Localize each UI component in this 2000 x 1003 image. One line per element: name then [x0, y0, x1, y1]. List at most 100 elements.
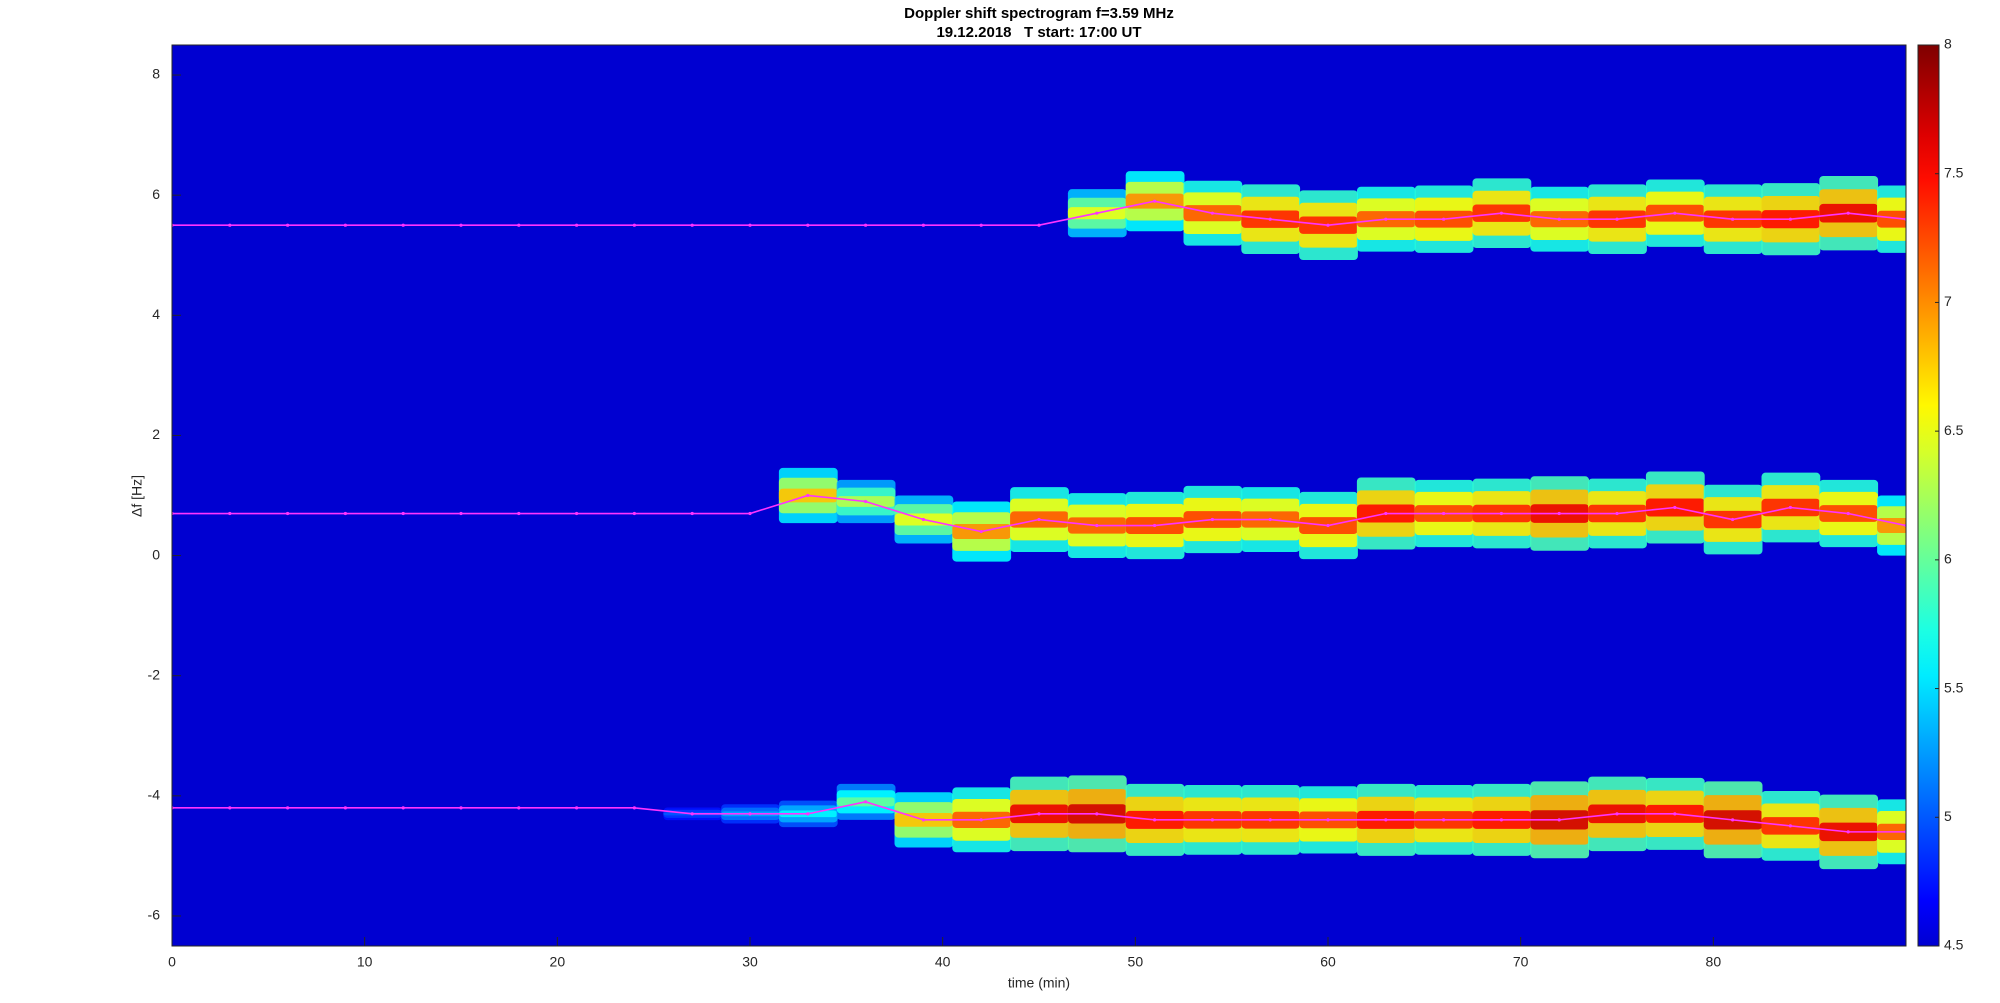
trace-point: [575, 511, 579, 516]
trace-point: [1153, 818, 1157, 822]
trace-point: [864, 223, 868, 227]
plot-area: [172, 171, 1906, 870]
trace-point: [228, 806, 232, 810]
colorbar-tick-label: 5.5: [1944, 679, 1964, 695]
chart-subtitle: 19.12.2018 T start: 17:00 UT: [936, 24, 1141, 41]
trace-point: [286, 806, 290, 810]
trace-point: [1731, 217, 1735, 221]
colorbar-tick-label: 8: [1944, 36, 1952, 52]
trace-point: [806, 493, 810, 498]
trace-point: [343, 806, 347, 810]
trace-point: [1846, 830, 1850, 834]
trace-point: [979, 529, 983, 534]
colorbar-tick-label: 7: [1944, 293, 1952, 309]
trace-point: [690, 812, 694, 816]
trace-point: [401, 806, 405, 810]
y-tick-label: -2: [148, 666, 161, 682]
y-tick-label: -4: [148, 787, 161, 803]
y-tick-label: 8: [152, 66, 160, 82]
trace-point: [1037, 812, 1041, 816]
y-tick-label: -6: [148, 907, 161, 923]
trace-point: [517, 223, 521, 227]
trace-point: [1731, 517, 1735, 522]
trace-point: [1210, 211, 1214, 215]
colorbar: [1917, 44, 1940, 947]
trace-point: [343, 511, 347, 516]
trace-point: [286, 223, 290, 227]
trace-point: [1557, 511, 1561, 516]
trace-point: [286, 511, 290, 516]
trace-point: [1615, 511, 1619, 516]
trace-point: [517, 511, 521, 516]
trace-point: [1326, 523, 1330, 528]
signal-band: [1877, 210, 1906, 228]
trace-point: [401, 511, 405, 516]
trace-point: [1326, 818, 1330, 822]
trace-point: [921, 223, 926, 227]
y-axis-label: Δf [Hz]: [129, 475, 145, 517]
x-axis-label: time (min): [1008, 975, 1070, 991]
x-tick-label: 20: [550, 954, 566, 970]
trace-point: [1384, 818, 1388, 822]
trace-point: [228, 223, 232, 227]
trace-point: [1384, 511, 1388, 516]
trace-point: [690, 511, 694, 516]
trace-point: [1499, 211, 1503, 215]
trace-point: [1615, 812, 1619, 816]
trace-point: [748, 223, 752, 227]
trace-point: [1846, 511, 1850, 516]
trace-point: [1210, 517, 1214, 522]
trace-point: [979, 223, 983, 227]
x-tick-label: 0: [168, 954, 176, 970]
colorbar-tick-label: 6: [1944, 551, 1952, 567]
trace-point: [1153, 199, 1157, 203]
trace-point: [979, 818, 983, 822]
colorbar-tick-label: 6.5: [1944, 422, 1964, 438]
trace-point: [517, 806, 521, 810]
axes-box: [171, 44, 1907, 947]
trace-point: [459, 223, 463, 227]
trace-point: [632, 511, 637, 516]
trace-point: [690, 223, 694, 227]
trace-point: [575, 223, 579, 227]
trace-point: [1326, 223, 1330, 227]
colorbar-tick-label: 4.5: [1944, 937, 1964, 953]
trace-point: [748, 812, 752, 816]
trace-point: [1499, 511, 1503, 516]
colorbar-tick-label: 5: [1944, 808, 1952, 824]
trace-point: [1268, 217, 1272, 221]
trace-point: [401, 223, 405, 227]
x-tick-label: 40: [935, 954, 951, 970]
trace-point: [1037, 517, 1041, 522]
trace-point: [632, 223, 637, 227]
trace-point: [1095, 523, 1099, 528]
trace-point: [864, 499, 868, 504]
trace-point: [1557, 217, 1561, 221]
trace-point: [1673, 211, 1677, 215]
x-tick-label: 10: [357, 954, 373, 970]
chart-title: Doppler shift spectrogram f=3.59 MHz: [904, 5, 1174, 22]
trace-point: [1095, 211, 1099, 215]
trace-point: [1442, 818, 1446, 822]
trace-point: [748, 511, 752, 516]
trace-point: [1037, 223, 1041, 227]
x-tick-label: 80: [1706, 954, 1722, 970]
trace-point: [1268, 818, 1272, 822]
trace-point: [1615, 217, 1619, 221]
trace-point: [806, 223, 810, 227]
trace-point: [921, 818, 926, 822]
trace-point: [343, 223, 347, 227]
trace-point: [1557, 818, 1561, 822]
trace-point: [1442, 217, 1446, 221]
y-tick-label: 2: [152, 426, 160, 442]
x-tick-label: 60: [1320, 954, 1336, 970]
trace-point: [1499, 818, 1503, 822]
x-tick-label: 70: [1513, 954, 1529, 970]
y-tick-label: 6: [152, 186, 160, 202]
trace-point: [1095, 812, 1099, 816]
trace-point: [1210, 818, 1214, 822]
trace-point: [1846, 211, 1850, 215]
x-tick-label: 30: [742, 954, 758, 970]
colorbar-tick-label: 7.5: [1944, 164, 1964, 180]
